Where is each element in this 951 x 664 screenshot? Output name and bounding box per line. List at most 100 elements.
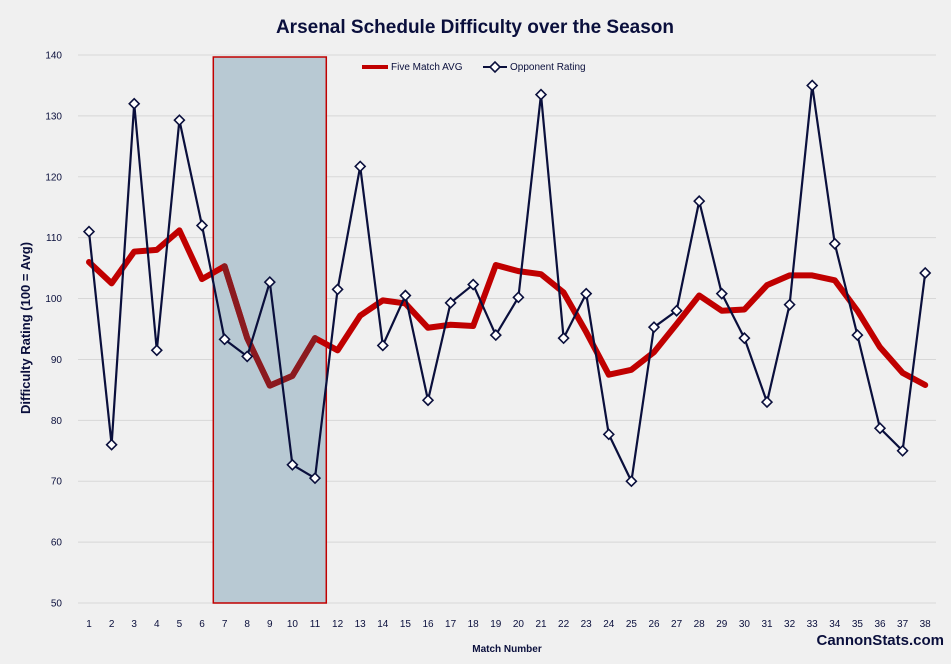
opponent-rating-point (738, 332, 751, 345)
opponent-rating-line (87, 84, 927, 483)
opponent-rating-point (647, 321, 661, 334)
x-tick-label: 8 (244, 619, 250, 630)
y-tick-label: 120 (45, 172, 62, 183)
x-tick-label: 17 (445, 619, 457, 630)
opponent-rating-point (331, 283, 344, 296)
opponent-rating-point (806, 79, 819, 92)
x-tick-label: 1 (86, 619, 92, 630)
y-tick-label: 140 (45, 51, 62, 62)
x-tick-label: 27 (671, 619, 683, 630)
y-tick-label: 60 (51, 538, 63, 549)
x-tick-label: 32 (784, 619, 796, 630)
x-tick-label: 24 (603, 619, 615, 630)
x-tick-label: 12 (332, 619, 344, 630)
opponent-rating-point (308, 472, 322, 485)
opponent-rating-point (105, 438, 118, 451)
x-tick-label: 11 (310, 619, 321, 630)
opponent-rating-point (851, 329, 864, 342)
y-axis-title: Difficulty Rating (100 = Avg) (18, 242, 33, 414)
chart-title: Arsenal Schedule Difficulty over the Sea… (276, 17, 674, 38)
x-tick-label: 23 (581, 619, 593, 630)
x-tick-label: 13 (355, 619, 367, 630)
five-match-avg-highlighted-segment (221, 263, 318, 389)
opponent-rating-point (557, 332, 570, 345)
opponent-rating-point (173, 114, 186, 127)
opponent-rating-point (82, 225, 96, 238)
y-tick-label: 70 (51, 477, 63, 488)
opponent-rating-point (467, 278, 480, 291)
opponent-rating-point (670, 304, 683, 317)
x-tick-label: 35 (852, 619, 864, 630)
y-tick-label: 110 (46, 233, 62, 244)
x-tick-label: 28 (694, 619, 706, 630)
opponent-rating-point (760, 395, 774, 409)
legend-opponent-rating-marker-icon (488, 60, 502, 74)
opponent-rating-point (399, 289, 412, 302)
opponent-rating-point (896, 444, 909, 457)
x-tick-label: 4 (154, 619, 160, 630)
opponent-rating-point (444, 296, 457, 309)
x-tick-label: 22 (558, 619, 570, 630)
watermark: CannonStats.com (816, 632, 944, 649)
opponent-rating-point (376, 339, 389, 352)
x-tick-label: 30 (739, 619, 751, 630)
x-tick-label: 6 (199, 619, 205, 630)
x-tick-label: 20 (513, 619, 525, 630)
opponent-rating-point (512, 291, 525, 304)
opponent-rating-point (783, 298, 796, 311)
x-tick-label: 14 (377, 619, 389, 630)
opponent-rating-point (263, 276, 276, 289)
x-axis-ticks: 1 2 3 4 5 6 7 8 9 10 11 12 13 14 15 16 17 18 19 20 21 22 23 24 2… (86, 619, 931, 630)
x-tick-label: 2 (109, 619, 115, 630)
opponent-rating-point (625, 475, 638, 488)
opponent-rating-point (489, 329, 502, 342)
x-tick-label: 38 (920, 619, 932, 630)
opponent-rating-point (241, 350, 254, 363)
y-axis-ticks: 50 60 70 80 90 100 110 120 130 140 (45, 51, 62, 610)
y-tick-label: 100 (45, 294, 62, 305)
x-tick-label: 29 (716, 619, 728, 630)
opponent-rating-point (150, 344, 163, 357)
opponent-rating-point (919, 266, 932, 280)
x-tick-label: 33 (807, 619, 819, 630)
opponent-rating-point (580, 287, 593, 300)
x-tick-label: 10 (287, 619, 299, 630)
opponent-rating-point (195, 219, 209, 232)
opponent-rating-point (218, 333, 231, 346)
x-tick-label: 25 (626, 619, 638, 630)
opponent-rating-point (534, 88, 548, 101)
x-tick-label: 26 (648, 619, 660, 630)
opponent-rating-point (602, 428, 615, 441)
opponent-rating-point (715, 287, 728, 300)
x-tick-label: 18 (468, 619, 480, 630)
x-tick-label: 7 (222, 619, 228, 630)
opponent-rating-point (354, 160, 367, 173)
x-tick-label: 36 (874, 619, 886, 630)
y-tick-label: 130 (45, 111, 62, 122)
x-tick-label: 5 (177, 619, 183, 630)
opponent-rating-point (128, 97, 141, 110)
opponent-rating-point (873, 422, 887, 435)
x-tick-label: 31 (761, 619, 773, 630)
x-tick-label: 16 (422, 619, 434, 630)
y-tick-label: 80 (51, 416, 63, 427)
highlight-region-group (212, 56, 328, 604)
highlight-region (212, 56, 328, 604)
legend-five-match-avg-label: Five Match AVG (391, 62, 463, 73)
opponent-rating-point (693, 195, 706, 208)
y-tick-label: 50 (51, 599, 63, 610)
x-tick-label: 21 (535, 619, 547, 630)
legend: Five Match AVG Opponent Rating (362, 60, 586, 74)
opponent-rating-point (828, 237, 841, 250)
opponent-rating-point (421, 394, 435, 407)
x-tick-label: 19 (490, 619, 502, 630)
x-tick-label: 34 (829, 619, 841, 630)
x-tick-label: 3 (131, 619, 137, 630)
x-axis-title: Match Number (472, 644, 542, 655)
x-tick-label: 37 (897, 619, 909, 630)
x-tick-label: 15 (400, 619, 412, 630)
series-layer (82, 79, 932, 488)
legend-opponent-rating-label: Opponent Rating (510, 62, 586, 73)
